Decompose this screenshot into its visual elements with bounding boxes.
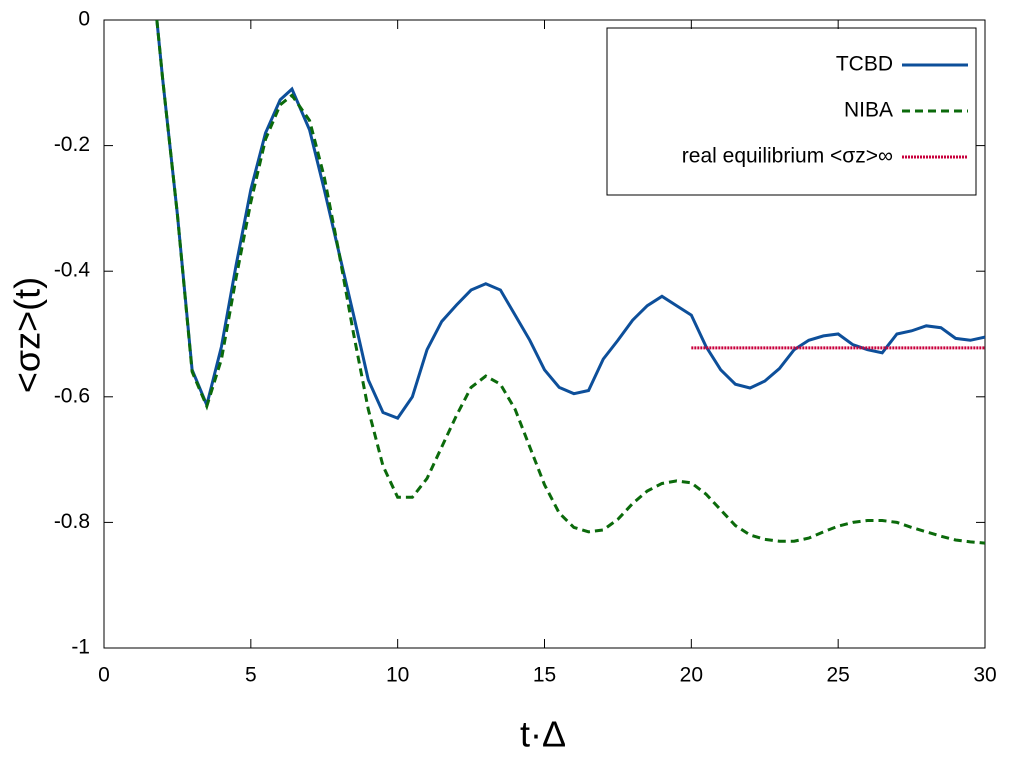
x-tick-label: 5 [245, 664, 257, 687]
y-tick-label: -0.4 [54, 259, 91, 282]
y-tick-label: -0.8 [54, 510, 90, 533]
y-tick-label: 0 [78, 8, 90, 31]
x-axis-label: t·Δ [520, 714, 566, 755]
x-tick-label: 20 [680, 664, 703, 687]
series-line [155, 20, 985, 420]
x-tick-label: 25 [826, 664, 849, 687]
x-tick-label: 30 [973, 664, 996, 687]
legend-label: TCBD [836, 53, 893, 76]
x-tick-label: 10 [386, 664, 409, 687]
y-axis-label: <σz>(t) [7, 277, 48, 393]
legend-label: NIBA [844, 99, 893, 122]
y-tick-label: -1 [71, 636, 90, 659]
series-line [155, 20, 985, 545]
x-tick-label: 15 [533, 664, 556, 687]
legend-box [606, 27, 977, 196]
plot-lines [155, 20, 985, 545]
legend-label: real equilibrium <σz>∞ [682, 145, 893, 168]
x-tick-label: 0 [98, 664, 110, 687]
y-tick-label: -0.6 [54, 384, 90, 407]
y-tick-label: -0.2 [54, 133, 90, 156]
